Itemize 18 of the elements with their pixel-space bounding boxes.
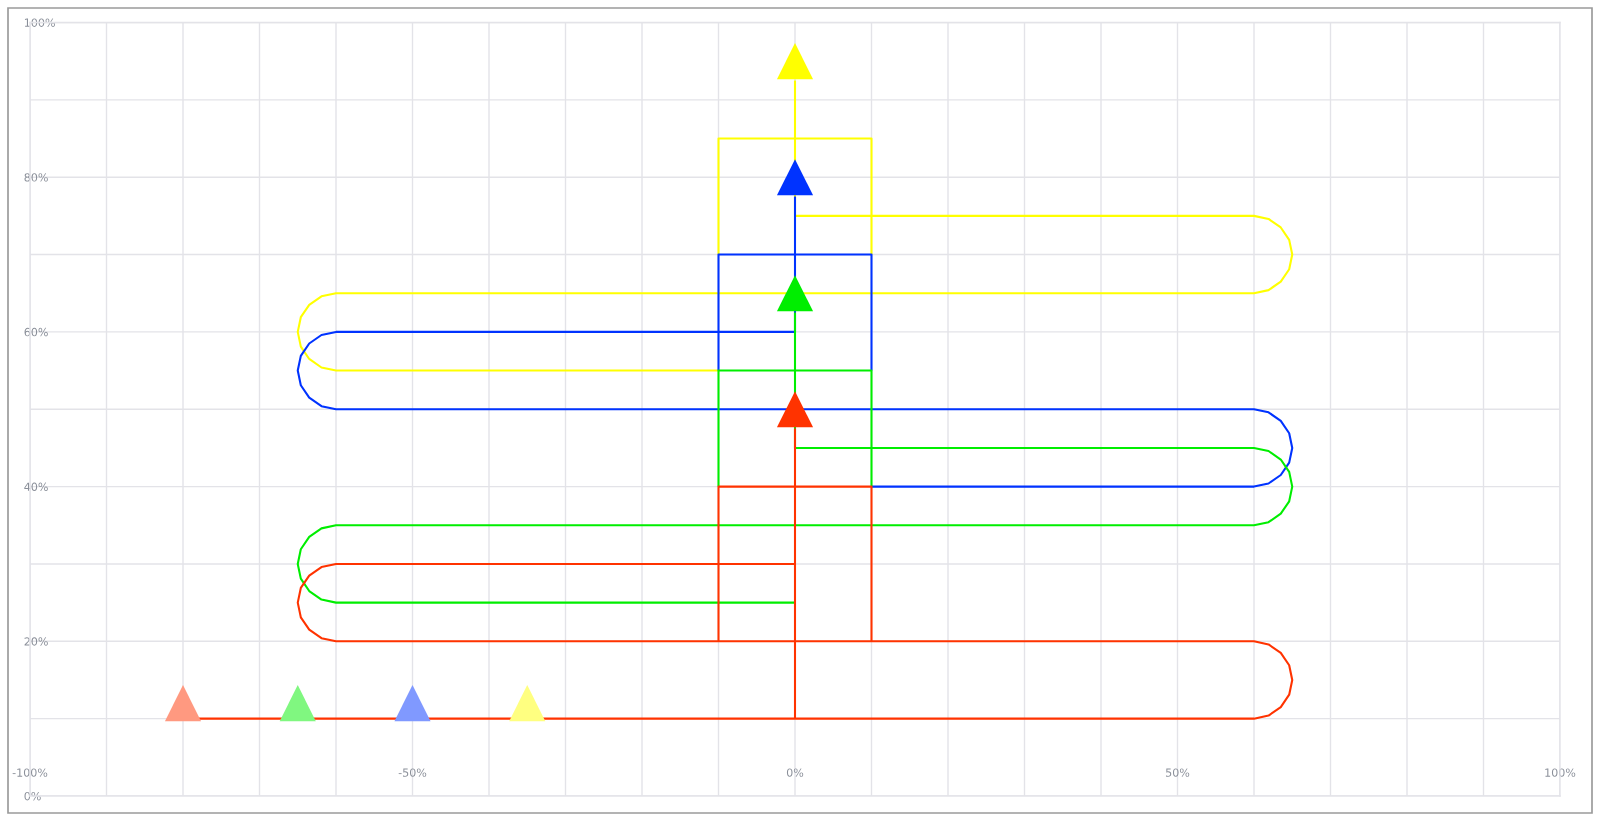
x-tick-label: 0%	[786, 768, 804, 777]
point	[776, 275, 814, 312]
y-tick-label: 40%	[24, 482, 48, 491]
point	[279, 685, 316, 722]
y-tick-label: 20%	[24, 637, 48, 646]
x-tick-label: -100%	[12, 768, 48, 777]
y-tick-label: 60%	[24, 327, 48, 337]
y-tick-label: 80%	[24, 173, 48, 182]
point	[776, 391, 814, 428]
point	[776, 43, 814, 80]
point	[509, 685, 546, 722]
x-tick-label: -50%	[398, 768, 427, 777]
x-tick-label: 100%	[1545, 768, 1576, 777]
point	[776, 159, 814, 196]
x-tick-label: 50%	[1166, 768, 1190, 777]
y-tick-label: 0%	[24, 791, 41, 801]
point	[164, 685, 202, 722]
point	[394, 685, 431, 722]
